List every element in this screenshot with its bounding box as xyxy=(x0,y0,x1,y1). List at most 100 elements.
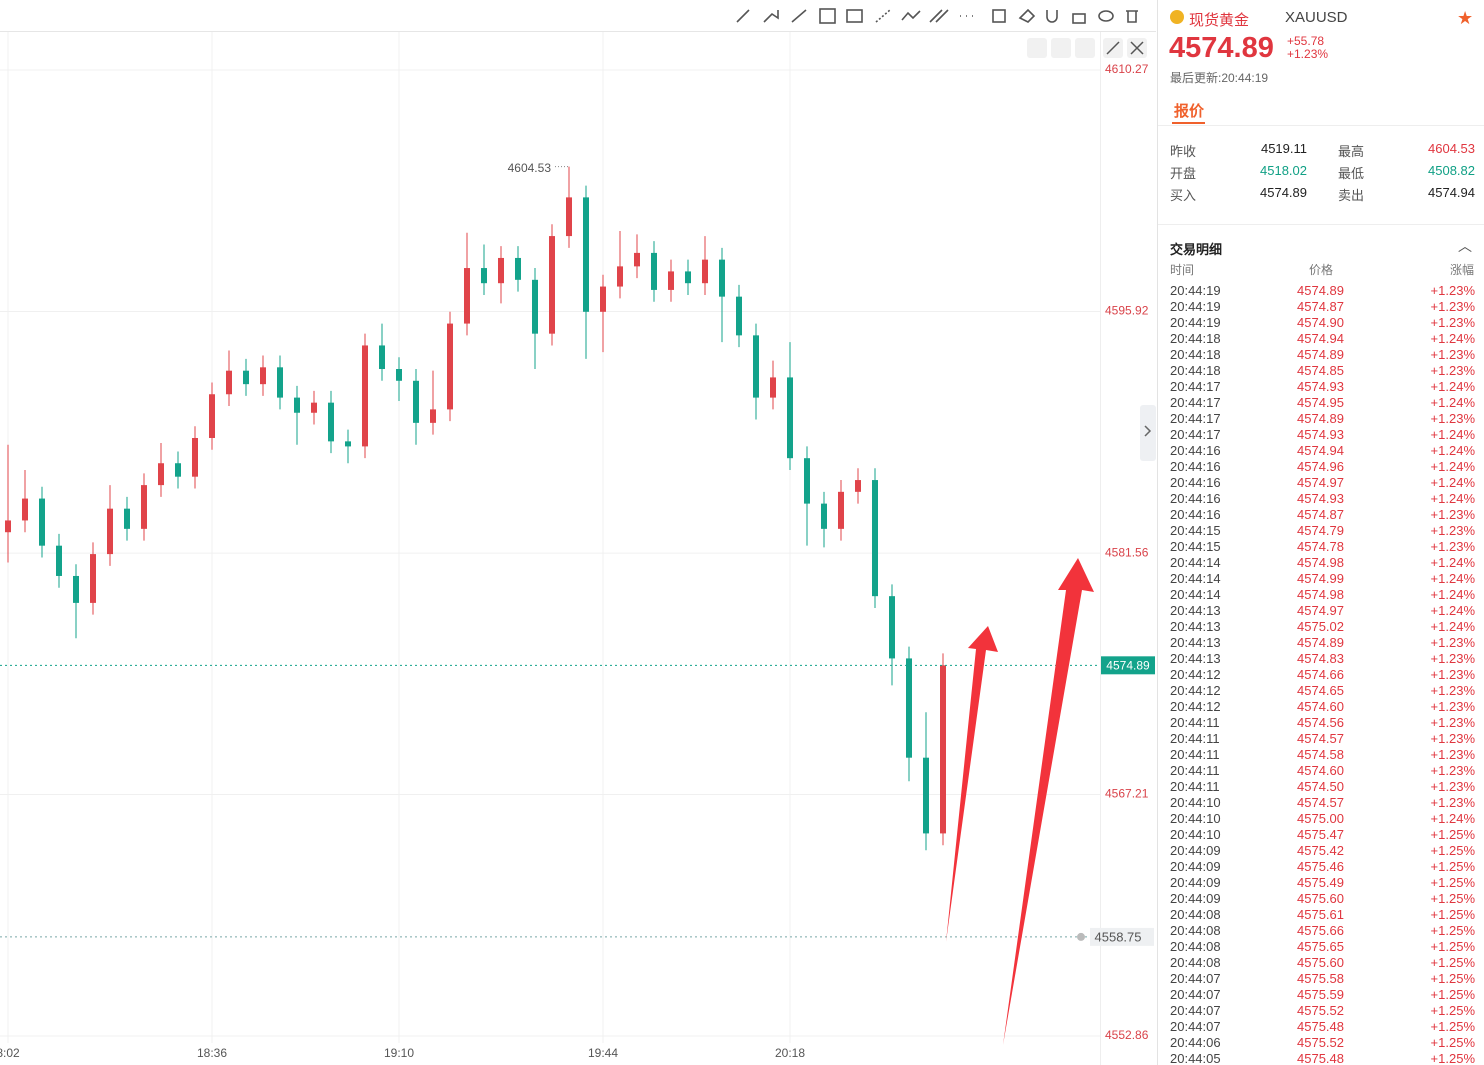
trade-row: 20:44:16 4574.94 +1.24% xyxy=(1170,443,1475,459)
candle-body xyxy=(5,520,11,533)
trade-change: +1.23% xyxy=(1430,299,1475,314)
trade-time: 20:44:16 xyxy=(1170,475,1221,490)
trade-row: 20:44:16 4574.87 +1.23% xyxy=(1170,507,1475,523)
trade-time: 20:44:08 xyxy=(1170,907,1221,922)
trade-row: 20:44:13 4574.83 +1.23% xyxy=(1170,651,1475,667)
trade-change: +1.24% xyxy=(1430,331,1475,346)
trade-change: +1.25% xyxy=(1430,907,1475,922)
stat-label: 最低 xyxy=(1338,166,1365,181)
divider xyxy=(1158,125,1484,126)
column-header: 价格 xyxy=(1309,263,1334,277)
candle-body xyxy=(838,491,844,529)
collapse-trades[interactable]: ︿ xyxy=(1458,238,1472,254)
trade-change: +1.23% xyxy=(1430,315,1475,330)
tab-underline xyxy=(1172,122,1205,124)
candle-body xyxy=(515,257,521,280)
trade-price: 4574.83 xyxy=(1297,651,1344,666)
trade-price: 4574.95 xyxy=(1297,395,1344,410)
trade-row: 20:44:16 4574.97 +1.24% xyxy=(1170,475,1475,491)
candle-body xyxy=(294,397,300,413)
tool-channel[interactable] xyxy=(929,9,949,23)
trade-row: 20:44:18 4574.94 +1.24% xyxy=(1170,331,1475,347)
trade-change: +1.23% xyxy=(1430,795,1475,810)
tool-visibility[interactable] xyxy=(1098,10,1114,22)
trade-change: +1.23% xyxy=(1430,347,1475,362)
candle-body xyxy=(192,437,198,477)
trade-change: +1.23% xyxy=(1430,731,1475,746)
trade-time: 20:44:18 xyxy=(1170,331,1221,346)
trade-time: 20:44:18 xyxy=(1170,347,1221,362)
favorite-star[interactable]: ★ xyxy=(1457,8,1474,28)
tool-line[interactable] xyxy=(791,9,807,23)
control-draw[interactable] xyxy=(1051,38,1071,58)
tool-delete[interactable] xyxy=(1126,10,1138,23)
alert-badge xyxy=(1090,927,1154,946)
trade-time: 20:44:10 xyxy=(1170,827,1221,842)
candle-body xyxy=(549,236,555,334)
trade-change: +1.25% xyxy=(1430,939,1475,954)
trade-price: 4574.93 xyxy=(1297,427,1344,442)
last-price-label: 4574.89 xyxy=(1106,658,1150,672)
trade-price: 4574.66 xyxy=(1297,667,1344,682)
tool-lock[interactable] xyxy=(1072,13,1086,24)
y-tick-label: 4567.21 xyxy=(1105,787,1149,801)
trade-row: 20:44:17 4574.93 +1.24% xyxy=(1170,379,1475,395)
trade-list: 20:44:19 4574.89 +1.23% 20:44:19 4574.87 +1.2… xyxy=(1170,283,1475,1065)
control-indicator[interactable] xyxy=(1027,38,1047,58)
trade-row: 20:44:07 4575.52 +1.25% xyxy=(1170,1003,1475,1019)
annotation-arrow xyxy=(1003,558,1094,1045)
tab-quote[interactable]: 报价 xyxy=(1174,103,1205,120)
trade-time: 20:44:16 xyxy=(1170,443,1221,458)
trade-row: 20:44:11 4574.58 +1.23% xyxy=(1170,747,1475,763)
trade-time: 20:44:09 xyxy=(1170,859,1221,874)
x-tick-label: 18:36 xyxy=(197,1046,227,1060)
trade-time: 20:44:16 xyxy=(1170,491,1221,506)
tool-polyline[interactable] xyxy=(901,10,921,21)
trade-row: 20:44:13 4574.97 +1.24% xyxy=(1170,603,1475,619)
tool-magnet[interactable] xyxy=(1046,10,1058,23)
tool-rect[interactable] xyxy=(846,9,863,23)
trade-price: 4574.57 xyxy=(1297,795,1344,810)
candle-body xyxy=(668,271,674,290)
trade-price: 4574.97 xyxy=(1297,475,1344,490)
stat-label: 卖出 xyxy=(1338,188,1365,203)
candle-body xyxy=(906,658,912,758)
trade-time: 20:44:08 xyxy=(1170,955,1221,970)
trade-price: 4574.50 xyxy=(1297,779,1344,794)
trade-price: 4574.57 xyxy=(1297,731,1344,746)
trade-price: 4574.78 xyxy=(1297,539,1344,554)
trade-row: 20:44:10 4575.47 +1.25% xyxy=(1170,827,1475,843)
trade-row: 20:44:15 4574.78 +1.23% xyxy=(1170,539,1475,555)
trade-price: 4574.87 xyxy=(1297,507,1344,522)
collapse-icon xyxy=(1144,425,1152,437)
candle-body xyxy=(736,296,742,336)
trade-change: +1.23% xyxy=(1430,747,1475,762)
control-settings[interactable] xyxy=(1075,38,1095,58)
trade-time: 20:44:13 xyxy=(1170,603,1221,618)
tool-trendline[interactable] xyxy=(736,9,750,23)
candle-body xyxy=(753,335,759,398)
trade-row: 20:44:16 4574.96 +1.24% xyxy=(1170,459,1475,475)
trade-time: 20:44:16 xyxy=(1170,459,1221,474)
trade-time: 20:44:19 xyxy=(1170,283,1221,298)
stat-value: 4574.89 xyxy=(1260,185,1307,200)
trade-price: 4574.94 xyxy=(1297,443,1344,458)
update-time: 最后更新:20:44:19 xyxy=(1170,71,1269,85)
trade-time: 20:44:10 xyxy=(1170,811,1221,826)
tool-arrow[interactable] xyxy=(875,9,891,23)
candle-body xyxy=(243,370,249,385)
trade-row: 20:44:12 4574.60 +1.23% xyxy=(1170,699,1475,715)
trade-change: +1.24% xyxy=(1430,459,1475,474)
tool-note[interactable] xyxy=(992,9,1006,23)
tool-ray[interactable] xyxy=(763,10,779,23)
trade-time: 20:44:08 xyxy=(1170,939,1221,954)
candle-body xyxy=(787,377,793,459)
trade-change: +1.25% xyxy=(1430,923,1475,938)
trade-price: 4574.90 xyxy=(1297,315,1344,330)
trade-time: 20:44:11 xyxy=(1170,731,1220,746)
tool-eraser[interactable] xyxy=(1018,8,1036,23)
trade-row: 20:44:11 4574.50 +1.23% xyxy=(1170,779,1475,795)
tool-fib[interactable] xyxy=(819,8,836,24)
trade-change: +1.23% xyxy=(1430,651,1475,666)
trade-time: 20:44:07 xyxy=(1170,1003,1221,1018)
